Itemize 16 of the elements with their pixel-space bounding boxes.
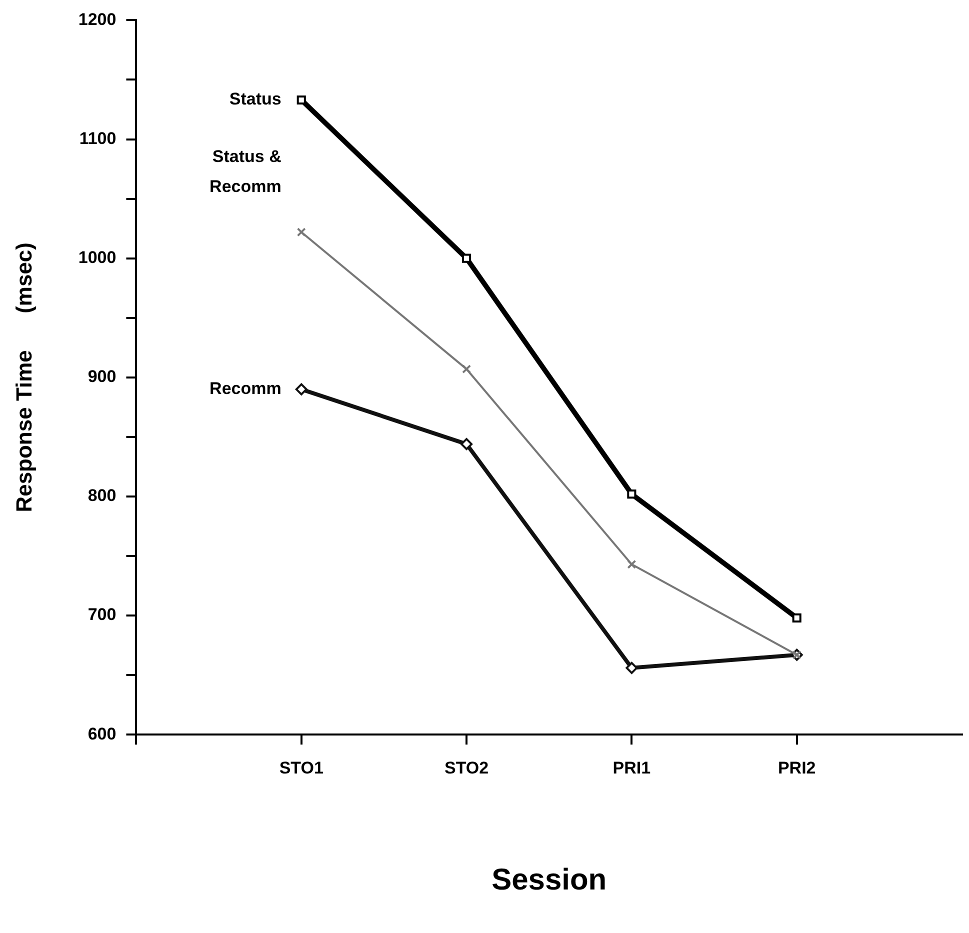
x-tick-label: PRI1: [612, 758, 651, 778]
series-label: Recomm: [210, 378, 282, 398]
x-tick-label: STO2: [444, 758, 489, 778]
y-tick-label: 700: [88, 605, 116, 624]
y-axis-title: Response Time (msec): [11, 242, 36, 512]
x-tick-label: PRI2: [778, 758, 816, 778]
series-label: Status: [229, 90, 282, 109]
y-tick-label: 800: [88, 486, 116, 506]
y-tick-label: 900: [88, 367, 116, 386]
x-axis-title: Session: [492, 863, 607, 896]
y-tick-label: 1100: [79, 128, 116, 148]
x-tick-label: STO1: [279, 758, 324, 778]
y-tick-label: 1000: [78, 248, 116, 268]
y-tick-label: 600: [88, 724, 116, 744]
y-tick-label: 1200: [78, 10, 116, 29]
text: Status & Recomm: [210, 146, 282, 196]
